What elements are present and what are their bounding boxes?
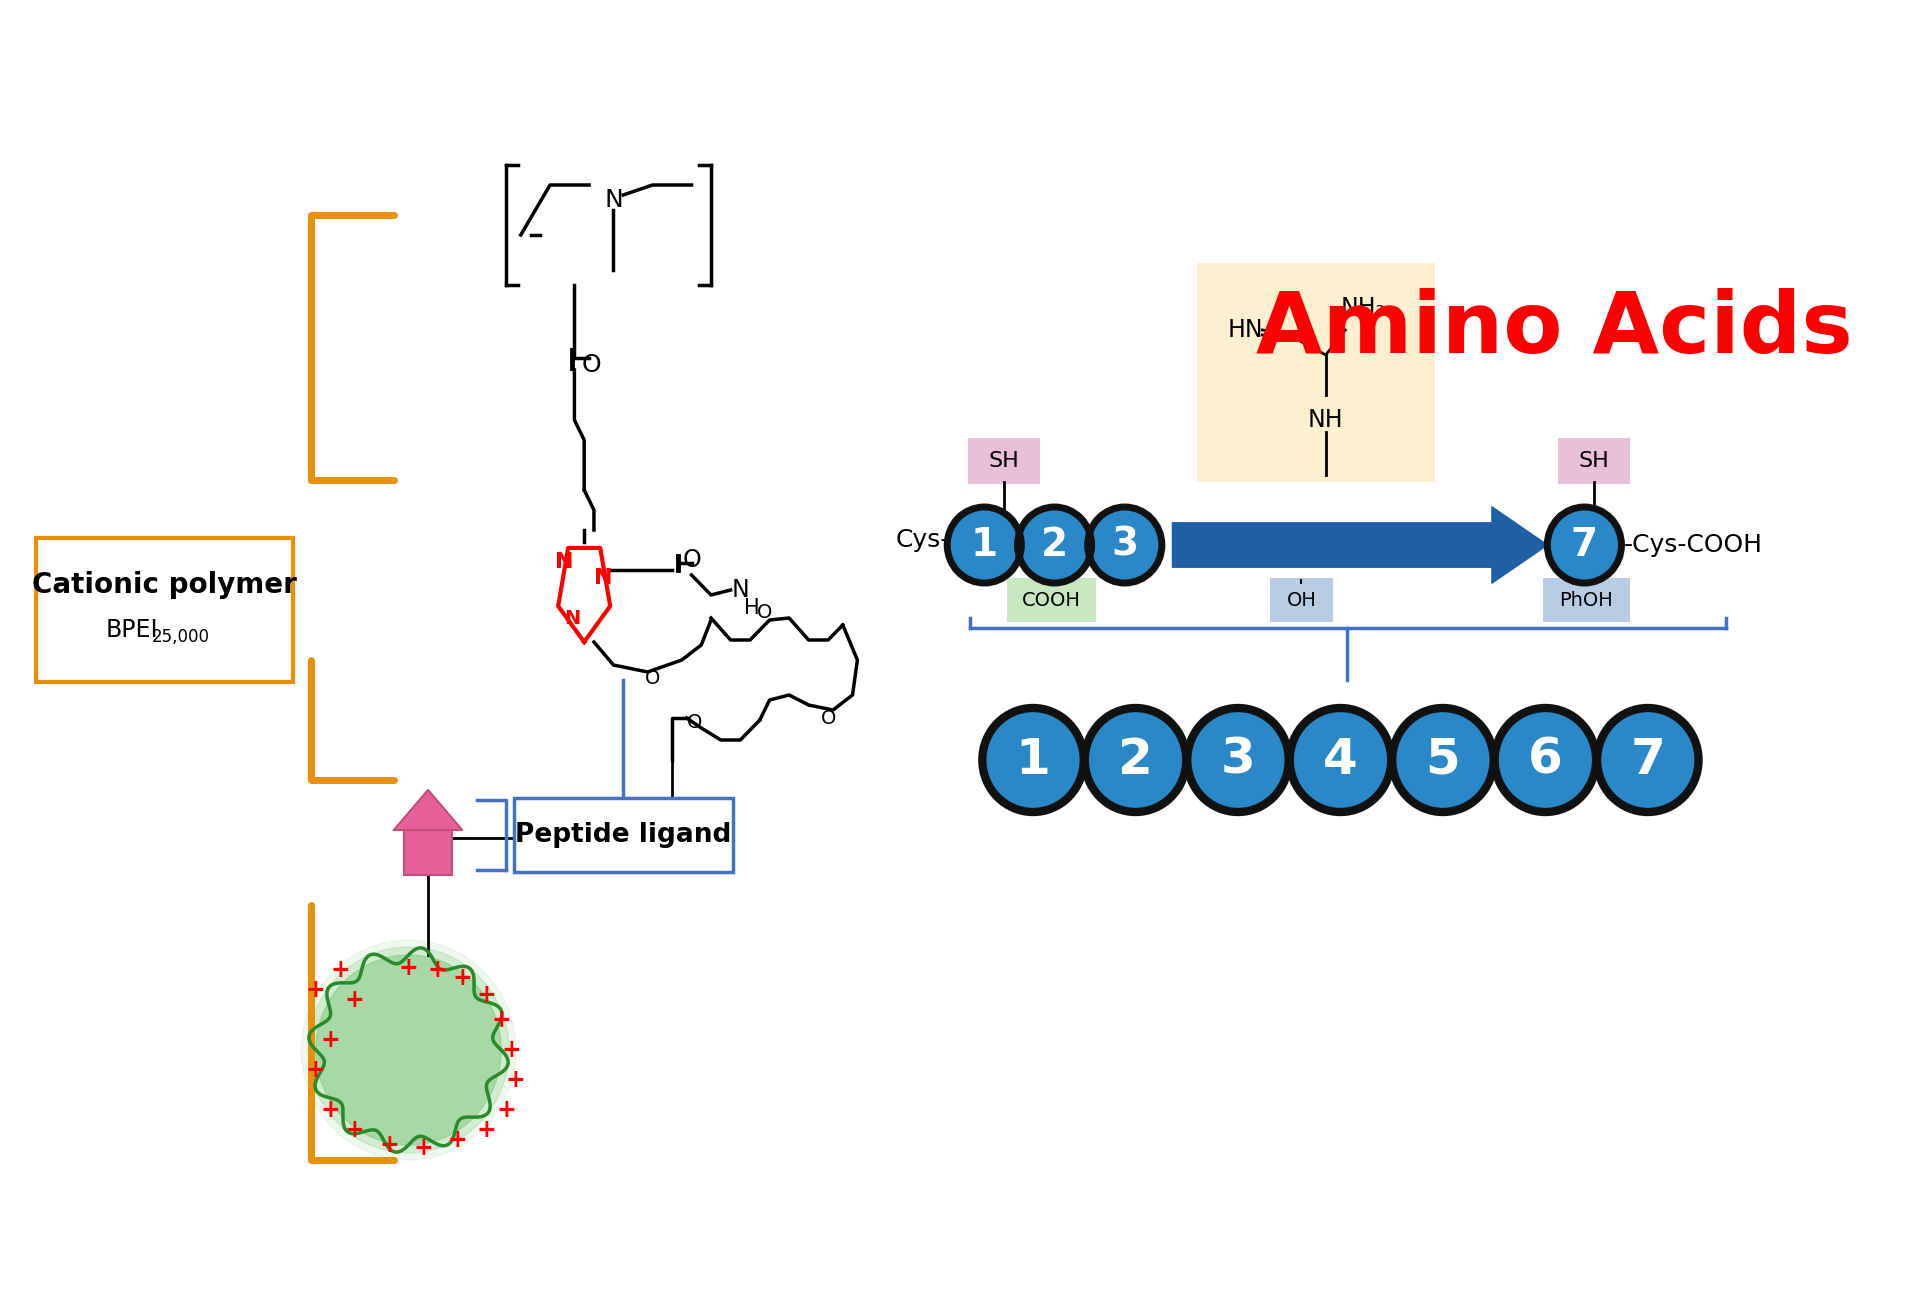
Text: +: + [321,1028,340,1053]
Circle shape [307,946,509,1153]
Text: BPEI: BPEI [106,618,159,643]
Text: +: + [476,1118,497,1142]
Circle shape [1548,507,1622,583]
Text: +: + [305,978,326,1002]
FancyBboxPatch shape [403,830,453,875]
Circle shape [1392,709,1494,812]
Text: +: + [447,1127,467,1152]
Text: O: O [756,604,772,622]
FancyBboxPatch shape [1196,262,1434,482]
Text: +: + [399,956,419,980]
Text: Amino Acids: Amino Acids [1256,288,1853,371]
Text: -Cys-COOH: -Cys-COOH [1624,533,1763,557]
FancyBboxPatch shape [1271,578,1332,622]
Text: +: + [501,1038,520,1062]
Circle shape [1187,709,1288,812]
Text: O: O [682,548,701,572]
Text: +: + [378,1133,399,1157]
FancyBboxPatch shape [1557,438,1630,484]
Circle shape [1597,709,1699,812]
Text: +: + [495,1098,516,1122]
Circle shape [947,507,1021,583]
Text: SH: SH [989,451,1020,471]
Circle shape [1085,709,1187,812]
FancyBboxPatch shape [1544,578,1630,622]
FancyBboxPatch shape [36,538,294,681]
Text: 2: 2 [1041,526,1068,564]
Text: 4: 4 [1323,736,1357,784]
Text: Cys-: Cys- [897,528,950,552]
Circle shape [1018,507,1092,583]
Text: Peptide ligand: Peptide ligand [515,822,732,848]
Text: 5: 5 [1425,736,1461,784]
Text: 3: 3 [1112,526,1139,564]
Text: +: + [305,1058,326,1082]
Text: +: + [428,958,447,981]
Text: 6: 6 [1528,736,1563,784]
Text: +: + [346,988,365,1012]
Text: +: + [507,1068,526,1093]
Text: O: O [582,353,601,378]
Text: 25,000: 25,000 [152,628,209,646]
Polygon shape [394,790,463,830]
Circle shape [983,709,1083,812]
Text: 3: 3 [1221,736,1256,784]
Circle shape [315,956,501,1146]
Text: 1: 1 [1016,736,1050,784]
Text: PhOH: PhOH [1559,591,1613,609]
Circle shape [301,940,516,1160]
Text: O: O [820,709,835,728]
Text: H: H [745,597,760,618]
Text: OH: OH [1286,591,1317,609]
FancyBboxPatch shape [968,438,1041,484]
Text: +: + [330,958,349,981]
Text: COOH: COOH [1021,591,1081,609]
Circle shape [1290,709,1392,812]
Text: 7: 7 [1630,736,1665,784]
Text: +: + [346,1118,365,1142]
Text: +: + [453,966,472,990]
Text: 1: 1 [972,526,998,564]
Text: HN: HN [1229,318,1263,343]
Text: N: N [605,187,622,212]
Circle shape [1089,507,1162,583]
Text: O: O [645,668,660,688]
Text: Cationic polymer: Cationic polymer [33,572,298,599]
FancyBboxPatch shape [515,798,733,871]
Text: +: + [321,1098,340,1122]
Text: N: N [564,609,580,627]
Text: SH: SH [1578,451,1609,471]
Text: 2: 2 [1117,736,1152,784]
Text: 7: 7 [1571,526,1597,564]
Text: N: N [555,552,574,572]
Text: N: N [595,568,612,588]
Text: NH₂: NH₂ [1340,296,1386,319]
Text: O: O [687,714,703,733]
Text: +: + [413,1137,434,1160]
Text: +: + [492,1009,511,1032]
Text: NH: NH [1308,409,1344,432]
Text: N: N [732,578,749,603]
Circle shape [1494,709,1596,812]
Text: +: + [476,983,497,1007]
FancyArrowPatch shape [1173,507,1548,583]
FancyBboxPatch shape [1006,578,1096,622]
